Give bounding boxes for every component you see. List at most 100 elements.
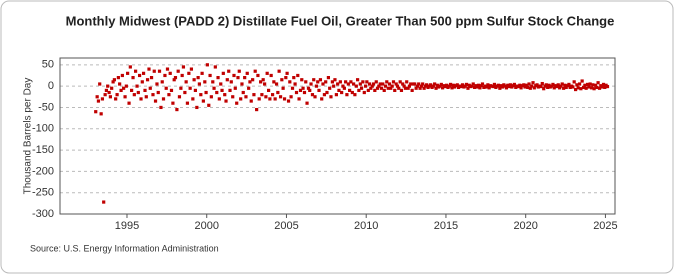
- data-point: [591, 83, 595, 87]
- data-point: [169, 88, 174, 92]
- data-point: [107, 90, 111, 95]
- data-point: [108, 95, 112, 99]
- data-point: [175, 107, 179, 112]
- data-point: [486, 83, 490, 87]
- data-point: [367, 82, 372, 86]
- data-point: [165, 67, 170, 71]
- data-point: [450, 86, 454, 90]
- data-point: [193, 88, 198, 92]
- data-point: [278, 95, 283, 99]
- data-point: [207, 103, 211, 107]
- data-point: [605, 84, 610, 89]
- data-point: [410, 88, 414, 92]
- data-point: [587, 85, 591, 89]
- data-point: [213, 65, 217, 69]
- x-tick-label: 2020: [513, 220, 537, 232]
- data-point: [225, 78, 229, 82]
- data-point: [306, 86, 311, 90]
- data-point: [296, 73, 300, 78]
- data-point: [321, 82, 325, 86]
- y-tick-label: -150: [32, 144, 54, 156]
- data-point: [378, 82, 382, 86]
- data-point: [350, 90, 354, 95]
- data-point: [358, 82, 362, 86]
- data-point: [326, 76, 331, 80]
- data-point: [304, 80, 308, 84]
- data-point: [127, 101, 131, 105]
- data-point: [366, 88, 370, 92]
- data-point: [156, 90, 160, 95]
- data-point: [532, 86, 536, 90]
- data-point: [383, 84, 388, 88]
- data-point: [133, 69, 138, 73]
- data-point: [438, 84, 442, 88]
- data-point: [596, 81, 600, 85]
- data-point: [280, 78, 284, 82]
- data-point: [219, 82, 223, 86]
- data-point: [188, 86, 192, 90]
- data-point: [386, 86, 390, 90]
- data-point: [547, 83, 551, 87]
- data-point: [433, 82, 437, 86]
- data-point: [239, 97, 243, 101]
- data-point: [431, 84, 435, 88]
- data-point: [422, 86, 426, 90]
- data-point: [115, 93, 119, 97]
- data-point: [137, 73, 142, 78]
- data-point: [132, 93, 136, 97]
- data-point: [228, 88, 232, 92]
- data-point: [199, 93, 203, 97]
- data-point: [104, 88, 109, 92]
- data-point: [583, 83, 587, 87]
- data-point: [585, 82, 590, 87]
- data-point: [470, 84, 474, 88]
- data-point: [152, 69, 156, 73]
- data-point: [542, 87, 546, 91]
- data-point: [140, 80, 144, 84]
- data-point: [312, 78, 316, 82]
- data-point: [361, 80, 365, 84]
- data-point: [128, 65, 132, 69]
- data-point: [164, 86, 168, 90]
- data-point: [512, 82, 516, 87]
- data-point: [171, 101, 175, 105]
- data-point: [560, 82, 564, 86]
- plot-area: [59, 57, 616, 215]
- data-point: [355, 78, 360, 82]
- data-point: [389, 86, 393, 90]
- y-tick-label: -300: [32, 208, 54, 220]
- data-point: [317, 88, 321, 92]
- data-point: [196, 76, 200, 80]
- data-point: [221, 71, 225, 75]
- data-point: [130, 88, 134, 92]
- data-point: [528, 86, 532, 90]
- data-point: [340, 90, 344, 95]
- data-point: [507, 84, 511, 89]
- data-point: [402, 84, 406, 88]
- data-point: [147, 67, 151, 71]
- data-point: [112, 78, 116, 82]
- data-point: [176, 69, 180, 73]
- data-point: [208, 73, 212, 78]
- data-point: [369, 86, 373, 90]
- data-point: [253, 69, 257, 73]
- data-point: [519, 86, 523, 90]
- data-point: [526, 85, 530, 90]
- data-point: [593, 83, 598, 87]
- data-point: [434, 86, 438, 90]
- data-point: [277, 69, 281, 73]
- data-point: [550, 84, 554, 88]
- data-point: [268, 97, 272, 101]
- x-tick-label: 2000: [194, 220, 218, 232]
- data-point: [487, 86, 491, 90]
- data-point: [273, 97, 277, 101]
- data-point: [118, 82, 122, 86]
- data-point: [370, 84, 374, 88]
- data-point: [302, 90, 307, 95]
- data-point: [362, 90, 366, 95]
- data-point: [417, 82, 421, 86]
- data-point: [286, 99, 291, 103]
- data-point: [556, 83, 560, 87]
- data-point: [240, 82, 244, 86]
- data-point: [363, 84, 368, 88]
